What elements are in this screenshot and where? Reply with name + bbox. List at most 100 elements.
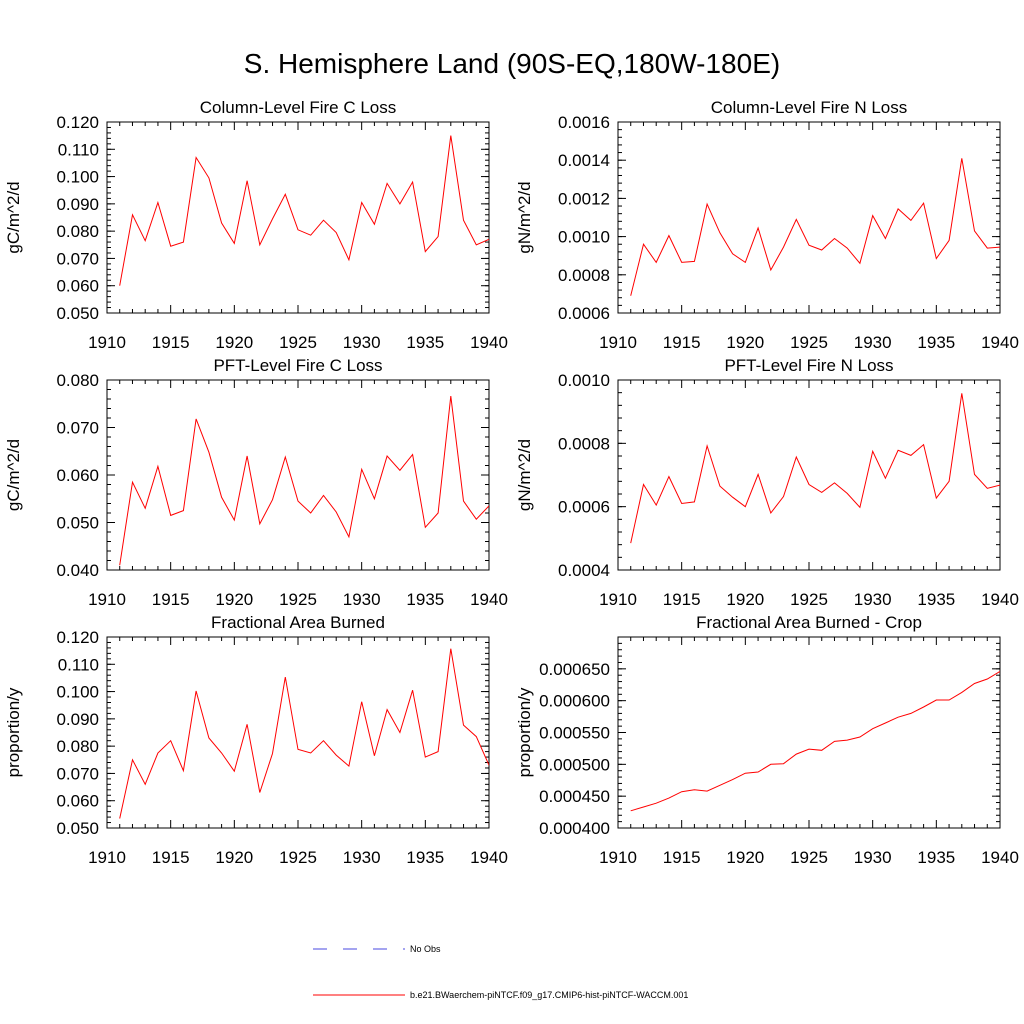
y-tick-label: 0.050 — [56, 819, 99, 838]
y-tick-label: 0.120 — [56, 628, 99, 647]
y-tick-label: 0.070 — [56, 249, 99, 268]
chart-panel-1: 1910 1915 1920 1925 1930 1935 1940 0.050 0.060 0.… — [4, 98, 508, 352]
y-tick-label: 0.000650 — [539, 660, 610, 679]
x-tick-label: 1940 — [981, 333, 1019, 352]
x-tick-label: 1940 — [981, 590, 1019, 609]
y-tick-label: 0.0010 — [558, 371, 610, 390]
y-tick-label: 0.000550 — [539, 724, 610, 743]
y-axis-label: gC/m^2/d — [4, 439, 23, 511]
y-axis-label: gC/m^2/d — [4, 181, 23, 253]
x-tick-label: 1930 — [343, 848, 381, 867]
page-title: S. Hemisphere Land (90S-EQ,180W-180E) — [243, 48, 781, 79]
x-tick-label: 1910 — [599, 590, 637, 609]
x-tick-label: 1940 — [981, 848, 1019, 867]
legend-model-label: b.e21.BWaerchem-piNTCF.f09_g17.CMIP6-his… — [410, 990, 689, 1000]
y-tick-label: 0.0012 — [558, 189, 610, 208]
x-tick-label: 1915 — [663, 333, 701, 352]
x-tick-label: 1920 — [726, 590, 764, 609]
y-tick-label: 0.100 — [56, 168, 99, 187]
chart-panel-4: 1910 1915 1920 1925 1930 1935 1940 0.0004 0.0006… — [515, 356, 1019, 609]
y-tick-label: 0.000600 — [539, 692, 610, 711]
x-tick-label: 1920 — [215, 848, 253, 867]
chart-panel-6: 1910 1915 1920 1925 1930 1935 1940 0.000400 0.00… — [515, 613, 1019, 867]
x-tick-label: 1925 — [790, 333, 828, 352]
x-tick-label: 1930 — [343, 590, 381, 609]
x-tick-label: 1915 — [663, 848, 701, 867]
x-tick-label: 1935 — [917, 590, 955, 609]
legend-obs-label: No Obs — [410, 944, 441, 954]
x-tick-label: 1935 — [917, 333, 955, 352]
y-tick-label: 0.080 — [56, 737, 99, 756]
y-tick-label: 0.0010 — [558, 228, 610, 247]
panel-title: Fractional Area Burned — [211, 613, 385, 632]
x-tick-label: 1930 — [343, 333, 381, 352]
panel-title: Column-Level Fire C Loss — [200, 98, 397, 117]
x-tick-label: 1925 — [279, 590, 317, 609]
y-axis-label: gN/m^2/d — [515, 439, 534, 511]
y-tick-label: 0.0016 — [558, 113, 610, 132]
series-line — [630, 670, 1000, 812]
y-tick-label: 0.0006 — [558, 498, 610, 517]
y-tick-label: 0.0008 — [558, 266, 610, 285]
y-tick-label: 0.000500 — [539, 755, 610, 774]
y-tick-label: 0.070 — [56, 764, 99, 783]
x-tick-label: 1920 — [726, 848, 764, 867]
chart-panel-2: 1910 1915 1920 1925 1930 1935 1940 0.0006 0.0008… — [515, 98, 1019, 352]
plot-frame — [106, 121, 490, 314]
plot-frame — [106, 636, 490, 829]
chart-panels: 1910 1915 1920 1925 1930 1935 1940 0.050 0.060 0.… — [4, 98, 1019, 867]
x-tick-label: 1930 — [854, 333, 892, 352]
panel-title: PFT-Level Fire C Loss — [213, 356, 382, 375]
x-tick-label: 1930 — [854, 848, 892, 867]
x-tick-label: 1935 — [917, 848, 955, 867]
plot-frame — [617, 636, 1001, 829]
y-tick-label: 0.0004 — [558, 561, 610, 580]
y-tick-label: 0.060 — [56, 466, 99, 485]
legend — [313, 948, 405, 996]
y-tick-label: 0.110 — [58, 140, 99, 159]
x-tick-label: 1920 — [215, 590, 253, 609]
x-tick-label: 1920 — [726, 333, 764, 352]
y-axis-label: gN/m^2/d — [515, 181, 534, 253]
y-tick-label: 0.0014 — [558, 151, 610, 170]
series-line — [630, 158, 1000, 296]
x-tick-label: 1915 — [152, 590, 190, 609]
series-line — [119, 396, 489, 566]
y-axis-label: proportion/y — [4, 687, 23, 777]
y-tick-label: 0.040 — [56, 561, 99, 580]
y-tick-label: 0.080 — [56, 371, 99, 390]
x-tick-label: 1910 — [88, 333, 126, 352]
chart-panel-3: 1910 1915 1920 1925 1930 1935 1940 0.040 0.050 0.… — [4, 356, 508, 609]
y-tick-label: 0.000450 — [539, 787, 610, 806]
y-tick-label: 0.090 — [56, 195, 99, 214]
panel-title: PFT-Level Fire N Loss — [724, 356, 893, 375]
plot-frame — [617, 121, 1001, 314]
chart-panel-5: 1910 1915 1920 1925 1930 1935 1940 0.050 0.060 0.… — [4, 613, 508, 867]
x-tick-label: 1925 — [279, 333, 317, 352]
series-line — [119, 135, 489, 286]
y-tick-label: 0.000400 — [539, 819, 610, 838]
x-tick-label: 1935 — [406, 333, 444, 352]
x-tick-label: 1915 — [152, 333, 190, 352]
plot-frame — [106, 379, 490, 571]
x-tick-label: 1915 — [152, 848, 190, 867]
y-tick-label: 0.120 — [56, 113, 99, 132]
x-tick-label: 1935 — [406, 590, 444, 609]
series-line — [630, 393, 1000, 544]
y-tick-label: 0.060 — [56, 277, 99, 296]
x-tick-label: 1910 — [599, 848, 637, 867]
y-tick-label: 0.050 — [56, 514, 99, 533]
x-tick-label: 1920 — [215, 333, 253, 352]
panel-title: Fractional Area Burned - Crop — [696, 613, 922, 632]
x-tick-label: 1940 — [470, 590, 508, 609]
x-tick-label: 1940 — [470, 333, 508, 352]
panel-title: Column-Level Fire N Loss — [711, 98, 908, 117]
y-tick-label: 0.060 — [56, 792, 99, 811]
x-tick-label: 1910 — [88, 848, 126, 867]
x-tick-label: 1925 — [279, 848, 317, 867]
x-tick-label: 1925 — [790, 590, 828, 609]
y-tick-label: 0.080 — [56, 222, 99, 241]
x-tick-label: 1910 — [88, 590, 126, 609]
y-tick-label: 0.0006 — [558, 304, 610, 323]
